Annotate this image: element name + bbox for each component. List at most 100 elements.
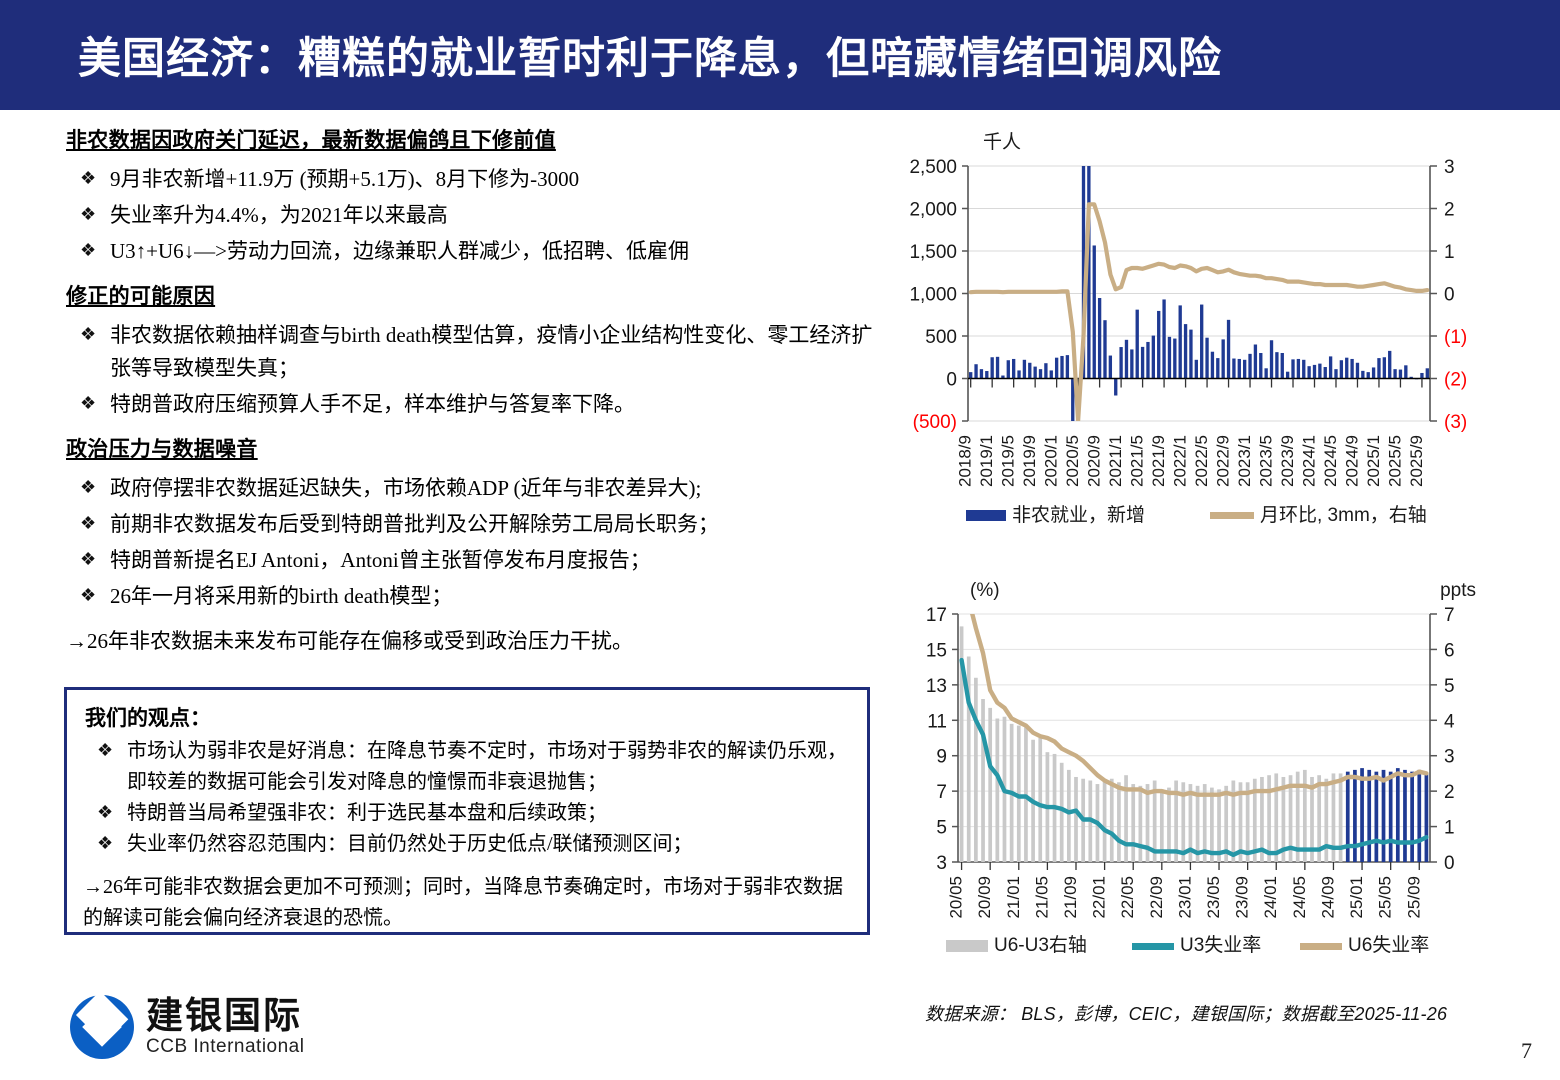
list-item: ❖ 特朗普当局希望强非农：利于选民基本盘和后续政策； [83, 798, 851, 829]
svg-text:3: 3 [936, 853, 947, 874]
svg-text:23/09: 23/09 [1233, 876, 1252, 919]
svg-text:(3): (3) [1444, 412, 1467, 433]
chart-nonfarm-payrolls: 千人 2,500 2,000 1,500 1,000 500 0 (500) 3 2 1 0 (1) (2… [900, 126, 1500, 546]
svg-text:9: 9 [936, 747, 947, 768]
bullet-text: 特朗普新提名EJ Antoni，Antoni曾主张暂停发布月度报告； [110, 548, 651, 572]
bullet-diamond-icon: ❖ [80, 513, 97, 533]
svg-text:千人: 千人 [983, 131, 1021, 153]
svg-text:25/09: 25/09 [1404, 876, 1423, 919]
svg-text:1: 1 [1444, 818, 1455, 839]
svg-text:2022/5: 2022/5 [1192, 435, 1211, 487]
bullet-list-3: ❖ 政府停摆非农数据延迟缺失，市场依赖ADP (近年与非农差异大); ❖ 前期非农数… [66, 472, 876, 613]
bullet-diamond-icon: ❖ [80, 585, 97, 605]
svg-text:5: 5 [1444, 676, 1455, 697]
svg-text:1,000: 1,000 [909, 285, 957, 306]
svg-text:2025/5: 2025/5 [1385, 435, 1404, 487]
svg-text:20/09: 20/09 [975, 876, 994, 919]
svg-text:2019/5: 2019/5 [999, 435, 1018, 487]
svg-text:2024/5: 2024/5 [1321, 435, 1340, 487]
bullet-text: 9月非农新增+11.9万 (预期+5.1万)、8月下修为-3000 [110, 167, 580, 191]
section-heading-2: 修正的可能原因 [66, 285, 216, 308]
svg-text:2022/9: 2022/9 [1214, 435, 1233, 487]
bullet-diamond-icon: ❖ [80, 393, 97, 413]
svg-text:25/05: 25/05 [1376, 876, 1395, 919]
section-3-conclusion: →26年非农数据未来发布可能存在偏移或受到政治压力干扰。 [66, 629, 633, 653]
svg-text:2019/9: 2019/9 [1020, 435, 1039, 487]
list-item: ❖ 9月非农新增+11.9万 (预期+5.1万)、8月下修为-3000 [66, 163, 876, 196]
svg-text:2025/9: 2025/9 [1407, 435, 1426, 487]
bullet-text: 失业率仍然容忍范围内：目前仍然处于历史低点/联储预测区间； [127, 833, 693, 855]
svg-text:2025/1: 2025/1 [1364, 435, 1383, 487]
svg-text:500: 500 [925, 327, 957, 348]
svg-text:2021/1: 2021/1 [1106, 435, 1125, 487]
svg-text:24/09: 24/09 [1318, 876, 1337, 919]
svg-text:4: 4 [1444, 711, 1455, 732]
svg-text:23/05: 23/05 [1204, 876, 1223, 919]
header-divider [0, 110, 1560, 114]
page-title: 美国经济：糟糕的就业暂时利于降息，但暗藏情绪回调风险 [78, 35, 1222, 83]
section-heading-3: 政治压力与数据噪音 [66, 438, 258, 461]
svg-text:17: 17 [926, 605, 947, 626]
svg-text:15: 15 [926, 640, 947, 661]
svg-text:U6失业率: U6失业率 [1348, 934, 1429, 956]
svg-text:2020/9: 2020/9 [1085, 435, 1104, 487]
left-content-column: 非农数据因政府关门延迟，最新数据偏鸽且下修前值 ❖ 9月非农新增+11.9万 (预… [66, 124, 876, 663]
source-note: 数据来源： BLS，彭博，CEIC，建银国际；数据截至2025-11-26 [925, 1004, 1448, 1024]
logo-text-en: CCB International [146, 1036, 305, 1057]
svg-text:2,500: 2,500 [909, 157, 957, 178]
svg-text:21/01: 21/01 [1004, 876, 1023, 919]
svg-text:2024/9: 2024/9 [1342, 435, 1361, 487]
bullet-diamond-icon: ❖ [80, 240, 97, 260]
bullet-text: 失业率升为4.4%，为2021年以来最高 [110, 203, 448, 227]
bullet-diamond-icon: ❖ [80, 477, 97, 497]
svg-text:0: 0 [946, 370, 957, 391]
svg-text:2022/1: 2022/1 [1171, 435, 1190, 487]
svg-text:2023/1: 2023/1 [1235, 435, 1254, 487]
section-heading-1: 非农数据因政府关门延迟，最新数据偏鸽且下修前值 [66, 129, 556, 152]
list-item: ❖ U3↑+U6↓—>劳动力回流，边缘兼职人群减少，低招聘、低雇佣 [66, 235, 876, 268]
svg-text:2024/1: 2024/1 [1300, 435, 1319, 487]
bullet-text: 非农数据依赖抽样调查与birth death模型估算，疫情小企业结构性变化、零工… [110, 323, 873, 380]
svg-text:(500): (500) [913, 412, 957, 433]
bullet-diamond-icon: ❖ [80, 324, 97, 344]
list-item: ❖ 特朗普政府压缩预算人手不足，样本维护与答复率下降。 [66, 388, 876, 421]
svg-text:11: 11 [927, 711, 947, 732]
our-view-box: 我们的观点： ❖ 市场认为弱非农是好消息：在降息节奏不定时，市场对于弱势非农的解读… [64, 687, 870, 935]
svg-text:0: 0 [1444, 285, 1455, 306]
svg-text:U3失业率: U3失业率 [1180, 934, 1261, 956]
bullet-diamond-icon: ❖ [80, 549, 97, 569]
svg-text:2: 2 [1444, 782, 1455, 803]
ccb-logo: 建银国际 CCB International [70, 991, 305, 1059]
list-item: ❖ 失业率仍然容忍范围内：目前仍然处于历史低点/联储预测区间； [83, 829, 851, 860]
svg-text:3: 3 [1444, 157, 1455, 178]
svg-text:2021/9: 2021/9 [1149, 435, 1168, 487]
bullet-text: 市场认为弱非农是好消息：在降息节奏不定时，市场对于弱势非农的解读仍乐观，即较差的… [127, 740, 847, 793]
svg-text:1: 1 [1444, 242, 1455, 263]
svg-text:ppts: ppts [1440, 580, 1476, 601]
svg-text:3: 3 [1444, 747, 1455, 768]
list-item: ❖ 政府停摆非农数据延迟缺失，市场依赖ADP (近年与非农差异大); [66, 472, 876, 505]
svg-text:非农就业，新增: 非农就业，新增 [1012, 504, 1145, 526]
chart-unemployment: (%) ppts 17 15 13 11 9 7 5 3 7 6 5 4 3 2 1 0 20/05 20/09 21/… [900, 572, 1500, 972]
bullet-list-2: ❖ 非农数据依赖抽样调查与birth death模型估算，疫情小企业结构性变化、零… [66, 319, 876, 421]
svg-text:2023/9: 2023/9 [1278, 435, 1297, 487]
list-item: ❖ 26年一月将采用新的birth death模型； [66, 580, 876, 613]
bullet-text: 26年一月将采用新的birth death模型； [110, 584, 453, 608]
bullet-diamond-icon: ❖ [97, 740, 114, 760]
bullet-diamond-icon: ❖ [97, 833, 114, 853]
svg-text:2: 2 [1444, 200, 1455, 221]
svg-text:22/05: 22/05 [1118, 876, 1137, 919]
our-view-bullet-list: ❖ 市场认为弱非农是好消息：在降息节奏不定时，市场对于弱势非农的解读仍乐观，即较差… [83, 736, 851, 860]
svg-text:24/05: 24/05 [1290, 876, 1309, 919]
svg-text:13: 13 [926, 676, 947, 697]
bullet-text: 前期非农数据发布后受到特朗普批判及公开解除劳工局局长职务； [110, 512, 719, 536]
svg-text:2019/1: 2019/1 [977, 435, 996, 487]
svg-text:23/01: 23/01 [1175, 876, 1194, 919]
svg-text:24/01: 24/01 [1261, 876, 1280, 919]
svg-text:21/05: 21/05 [1032, 876, 1051, 919]
svg-text:0: 0 [1444, 853, 1455, 874]
svg-text:22/01: 22/01 [1090, 876, 1109, 919]
svg-text:7: 7 [936, 782, 947, 803]
svg-text:2020/5: 2020/5 [1063, 435, 1082, 487]
list-item: ❖ 非农数据依赖抽样调查与birth death模型估算，疫情小企业结构性变化、零… [66, 319, 876, 385]
